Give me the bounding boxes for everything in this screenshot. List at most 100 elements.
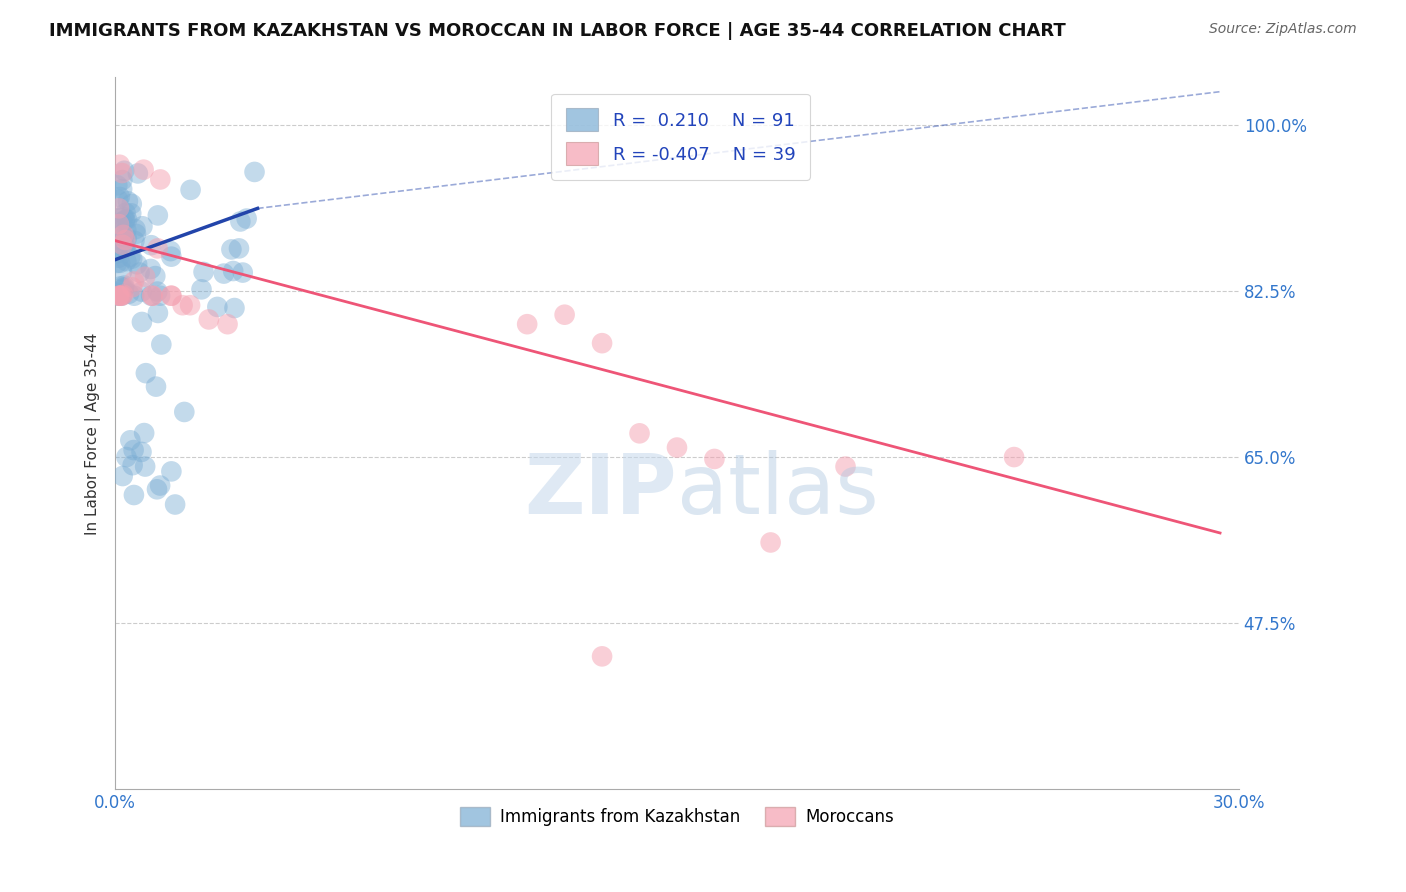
Point — [141, 238, 163, 252]
Point — [110, 289, 132, 303]
Point — [222, 264, 245, 278]
Point — [165, 498, 187, 512]
Point — [139, 262, 162, 277]
Point — [114, 212, 136, 227]
Point — [665, 441, 688, 455]
Y-axis label: In Labor Force | Age 35-44: In Labor Force | Age 35-44 — [86, 332, 101, 534]
Point — [128, 266, 150, 280]
Point — [235, 211, 257, 226]
Point — [190, 282, 212, 296]
Point — [149, 172, 172, 186]
Point — [111, 289, 134, 303]
Point — [114, 241, 136, 255]
Point — [118, 286, 141, 301]
Point — [135, 366, 157, 380]
Point — [834, 459, 856, 474]
Point — [115, 231, 138, 245]
Point — [134, 426, 156, 441]
Point — [112, 163, 135, 178]
Point — [120, 206, 142, 220]
Point — [142, 289, 165, 303]
Point — [111, 215, 134, 229]
Point — [173, 405, 195, 419]
Point — [112, 210, 135, 224]
Point — [107, 251, 129, 265]
Point — [114, 206, 136, 220]
Point — [105, 228, 128, 243]
Point — [243, 165, 266, 179]
Point — [111, 173, 134, 187]
Point — [108, 158, 131, 172]
Point — [115, 254, 138, 268]
Point — [105, 289, 128, 303]
Point — [122, 488, 145, 502]
Point — [114, 213, 136, 227]
Point — [110, 228, 132, 243]
Point — [110, 279, 132, 293]
Point — [131, 445, 153, 459]
Point — [131, 285, 153, 299]
Point — [1002, 450, 1025, 464]
Point — [108, 289, 131, 303]
Point — [159, 244, 181, 259]
Point — [134, 459, 156, 474]
Point — [179, 298, 201, 312]
Point — [120, 250, 142, 264]
Point — [228, 241, 250, 255]
Point — [107, 193, 129, 207]
Point — [221, 243, 243, 257]
Text: ZIP: ZIP — [524, 450, 676, 531]
Point — [141, 289, 163, 303]
Point — [121, 252, 143, 266]
Point — [112, 281, 135, 295]
Point — [108, 202, 131, 216]
Point — [115, 223, 138, 237]
Point — [146, 483, 169, 497]
Point — [207, 300, 229, 314]
Point — [122, 275, 145, 289]
Point — [628, 426, 651, 441]
Point — [143, 269, 166, 284]
Point — [112, 230, 135, 244]
Point — [111, 289, 134, 303]
Point — [591, 336, 613, 351]
Point — [224, 301, 246, 315]
Point — [108, 289, 131, 303]
Point — [160, 289, 183, 303]
Point — [121, 280, 143, 294]
Point — [105, 178, 128, 193]
Point — [124, 234, 146, 248]
Point — [108, 190, 131, 204]
Point — [121, 458, 143, 472]
Point — [111, 166, 134, 180]
Point — [131, 219, 153, 234]
Point — [111, 237, 134, 252]
Point — [146, 208, 169, 222]
Point — [229, 214, 252, 228]
Point — [120, 434, 142, 448]
Point — [134, 269, 156, 284]
Point — [127, 166, 149, 180]
Point — [105, 256, 128, 270]
Point — [193, 265, 215, 279]
Point — [107, 285, 129, 300]
Text: Source: ZipAtlas.com: Source: ZipAtlas.com — [1209, 22, 1357, 37]
Point — [131, 315, 153, 329]
Point — [132, 162, 155, 177]
Point — [125, 227, 148, 241]
Point — [160, 464, 183, 478]
Point — [112, 283, 135, 297]
Legend: Immigrants from Kazakhstan, Moroccans: Immigrants from Kazakhstan, Moroccans — [451, 798, 903, 834]
Point — [111, 264, 134, 278]
Point — [591, 649, 613, 664]
Point — [114, 233, 136, 247]
Point — [121, 197, 143, 211]
Point — [105, 246, 128, 260]
Point — [145, 379, 167, 393]
Point — [122, 443, 145, 458]
Point — [149, 478, 172, 492]
Point — [112, 278, 135, 293]
Point — [112, 280, 135, 294]
Point — [160, 250, 183, 264]
Point — [217, 317, 239, 331]
